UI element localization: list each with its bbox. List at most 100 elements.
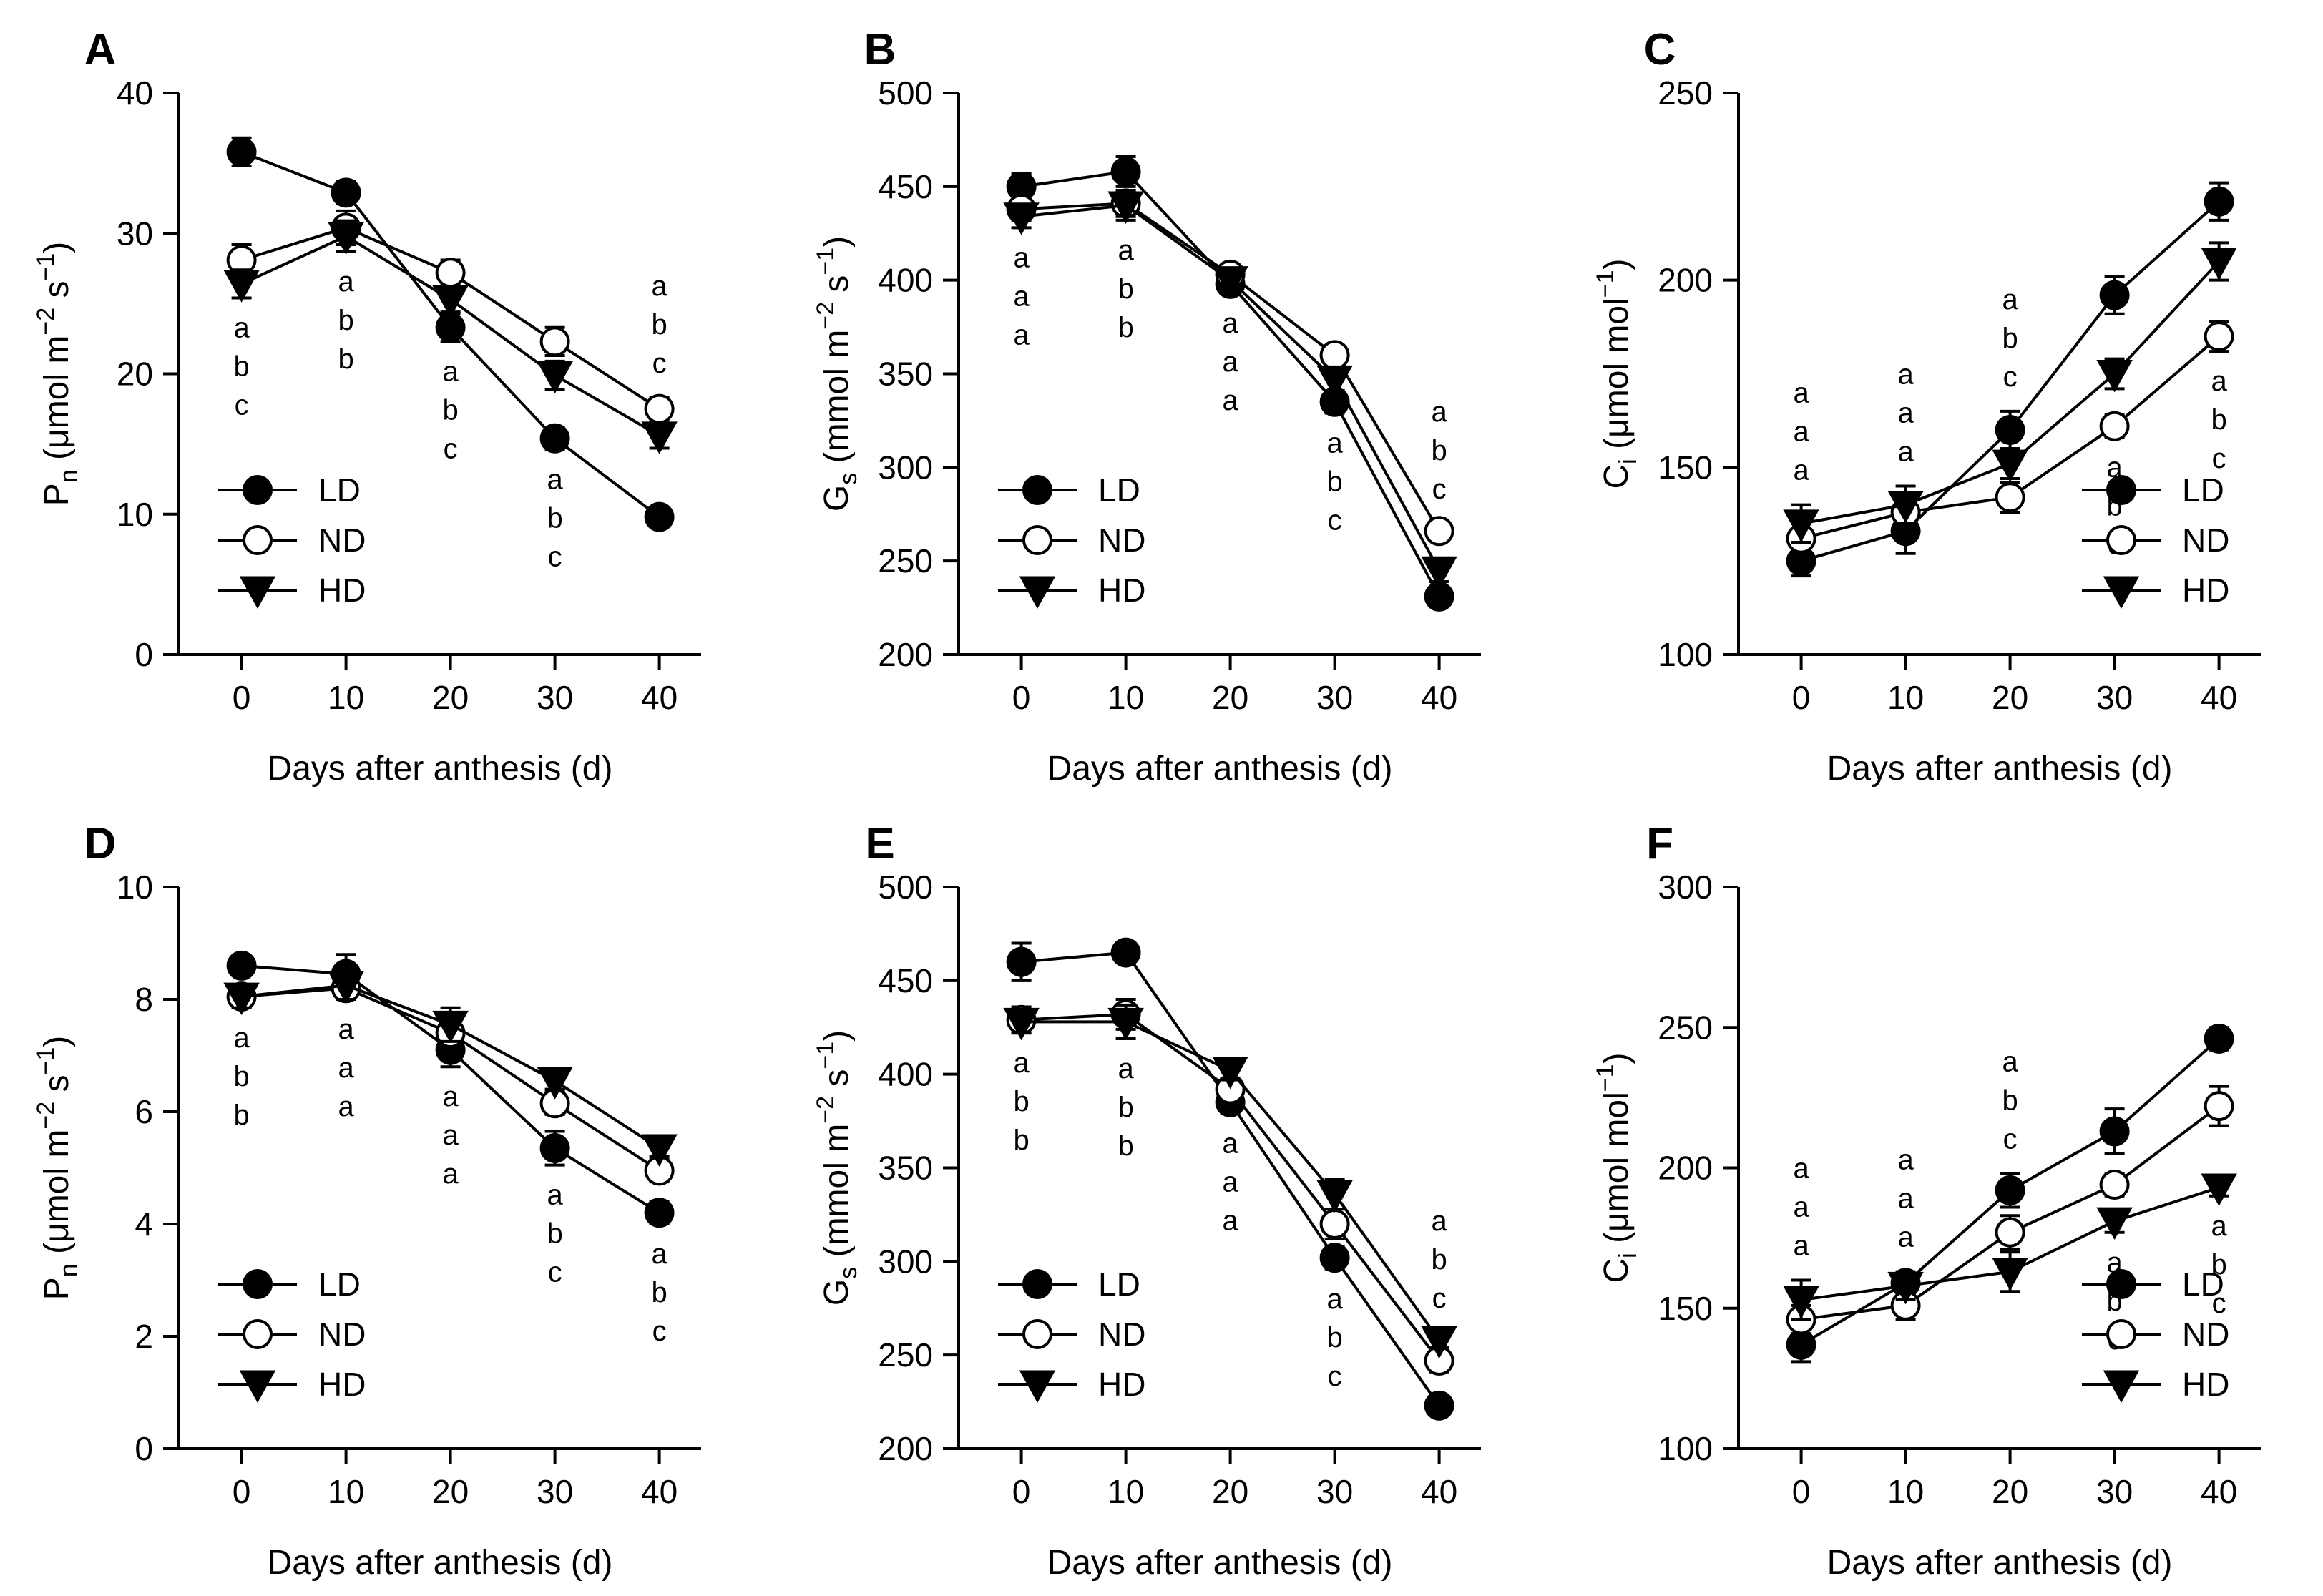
x-tick-label: 40 xyxy=(2201,1473,2237,1510)
panel-e: E 200 250 300 350 400 450 500 0 10 20 30 40 Days afte… xyxy=(812,819,1481,1582)
data-point-nd xyxy=(1319,340,1350,371)
legend-label: LD xyxy=(2182,471,2224,509)
significance-letter: c xyxy=(444,433,458,464)
x-axis-label: Days after anthesis (d) xyxy=(1827,1544,2173,1582)
significance-letter: b xyxy=(1431,1244,1447,1276)
panel-label: A xyxy=(84,25,117,74)
significance-letter: b xyxy=(338,343,353,375)
significance-letter: b xyxy=(442,394,458,426)
data-point-hd xyxy=(1212,1056,1248,1090)
legend-marker-hd xyxy=(239,576,276,609)
y-tick-label: 200 xyxy=(878,636,933,673)
y-axis-label-part: (mmol m xyxy=(818,330,856,464)
significance-letter: a xyxy=(2211,366,2227,397)
data-point-ld xyxy=(1319,1243,1350,1273)
y-axis-label-part: ) xyxy=(1598,1053,1635,1064)
y-axis-label-part: i xyxy=(1615,459,1642,464)
legend-label: LD xyxy=(1098,471,1140,509)
y-axis-label-part xyxy=(38,460,76,469)
data-point-hd xyxy=(223,982,260,1016)
significance-letter: b xyxy=(651,1277,667,1308)
y-tick-label: 150 xyxy=(1658,449,1713,486)
y-axis-label-part: ) xyxy=(818,236,856,248)
data-point-hd xyxy=(432,1010,469,1044)
significance-letter: a xyxy=(1013,1047,1030,1079)
significance-letter: a xyxy=(1897,398,1914,429)
y-axis-label: Ci (μmol mol−1) xyxy=(1592,1053,1642,1283)
y-axis-label-part: s xyxy=(38,281,76,308)
significance-letter: a xyxy=(338,1052,354,1084)
data-point-nd xyxy=(644,393,675,424)
y-axis-label-part: (μmol m xyxy=(38,336,76,460)
x-tick-label: 30 xyxy=(537,1473,573,1510)
data-point-hd xyxy=(223,270,260,303)
significance-letter: b xyxy=(233,1100,249,1131)
series-line xyxy=(1021,170,1441,597)
significance-letter: a xyxy=(1013,319,1030,351)
significance-letter: a xyxy=(1431,396,1447,428)
y-tick-label: 400 xyxy=(878,1056,933,1093)
data-point-hd xyxy=(1887,491,1924,524)
y-axis-label-part xyxy=(818,463,856,472)
y-tick-label: 200 xyxy=(1658,262,1713,299)
significance-letter: b xyxy=(2211,404,2226,436)
legend-marker-nd xyxy=(2106,1319,2136,1349)
legend: LD ND HD xyxy=(2082,1265,2229,1403)
significance-letter: c xyxy=(1432,474,1447,505)
legend-marker-ld xyxy=(1022,1269,1052,1299)
y-tick-label: 10 xyxy=(117,496,153,533)
significance-letter: a xyxy=(1222,1128,1238,1160)
significance-letter: a xyxy=(1793,1230,1809,1262)
data-point-hd xyxy=(2201,1173,2237,1206)
y-tick-label: 500 xyxy=(878,74,933,112)
significance-letter: b xyxy=(1118,273,1133,305)
y-axis-label-part: P xyxy=(38,1277,76,1300)
data-point-nd xyxy=(539,326,570,357)
legend-marker-ld xyxy=(1022,475,1052,505)
y-tick-label: 500 xyxy=(878,868,933,906)
x-tick-label: 40 xyxy=(1421,679,1457,716)
data-point-nd xyxy=(1424,516,1454,547)
y-tick-label: 450 xyxy=(878,962,933,999)
y-axis-label-part: (mmol m xyxy=(818,1124,856,1258)
y-tick-label: 30 xyxy=(117,215,153,252)
y-tick-label: 300 xyxy=(1658,868,1713,906)
significance-letter: a xyxy=(651,1238,667,1270)
series-hd xyxy=(223,219,678,454)
significance-letter: c xyxy=(548,541,562,572)
y-axis-label-part: −1 xyxy=(1592,1064,1619,1092)
legend-label: LD xyxy=(1098,1265,1140,1303)
significance-letter: a xyxy=(1793,378,1809,409)
y-tick-label: 250 xyxy=(1658,74,1713,112)
y-axis-label-part: −1 xyxy=(1592,270,1619,298)
x-tick-label: 0 xyxy=(1792,1473,1811,1510)
significance-letter: a xyxy=(338,1091,354,1122)
y-tick-label: 0 xyxy=(135,1430,153,1467)
legend: LD ND HD xyxy=(218,471,366,609)
y-tick-label: 300 xyxy=(878,449,933,486)
x-tick-label: 0 xyxy=(233,679,251,716)
data-point-hd xyxy=(537,361,573,394)
x-tick-label: 20 xyxy=(1212,679,1248,716)
significance-letter: a xyxy=(338,266,354,298)
y-axis-label-part: G xyxy=(818,1279,856,1306)
data-point-ld xyxy=(644,1198,675,1228)
x-tick-label: 10 xyxy=(328,679,364,716)
legend-label: ND xyxy=(2182,522,2229,559)
significance-letter: c xyxy=(2003,1123,2018,1155)
significance-letter: c xyxy=(2212,443,2226,474)
data-point-ld xyxy=(539,423,570,454)
significance-letter: b xyxy=(2002,323,2018,354)
x-axis-label: Days after anthesis (d) xyxy=(268,750,613,788)
significance-letter: b xyxy=(547,502,562,534)
data-point-hd xyxy=(1887,1271,1924,1305)
significance-letter: a xyxy=(338,1014,354,1045)
significance-letter: a xyxy=(2211,1210,2227,1242)
y-axis-label-part: −1 xyxy=(32,1047,59,1075)
data-point-ld xyxy=(539,1133,570,1164)
y-axis-label-part: C xyxy=(1598,464,1635,489)
legend-label: LD xyxy=(318,471,361,509)
data-point-nd xyxy=(2099,411,2130,441)
significance-letter: a xyxy=(1222,385,1238,416)
